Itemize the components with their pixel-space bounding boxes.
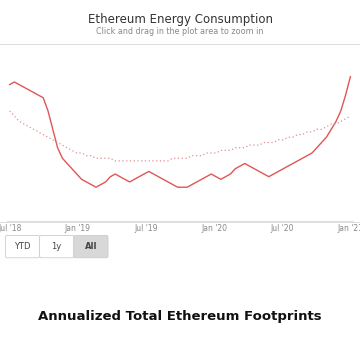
Text: Annualized Total Ethereum Footprints: Annualized Total Ethereum Footprints — [38, 310, 322, 323]
Text: 1y: 1y — [51, 242, 62, 251]
Text: Ethereum Energy Consumption: Ethereum Energy Consumption — [87, 13, 273, 26]
Text: All: All — [85, 242, 97, 251]
Text: Click and drag in the plot area to zoom in: Click and drag in the plot area to zoom … — [96, 27, 264, 36]
Text: YTD: YTD — [14, 242, 31, 251]
